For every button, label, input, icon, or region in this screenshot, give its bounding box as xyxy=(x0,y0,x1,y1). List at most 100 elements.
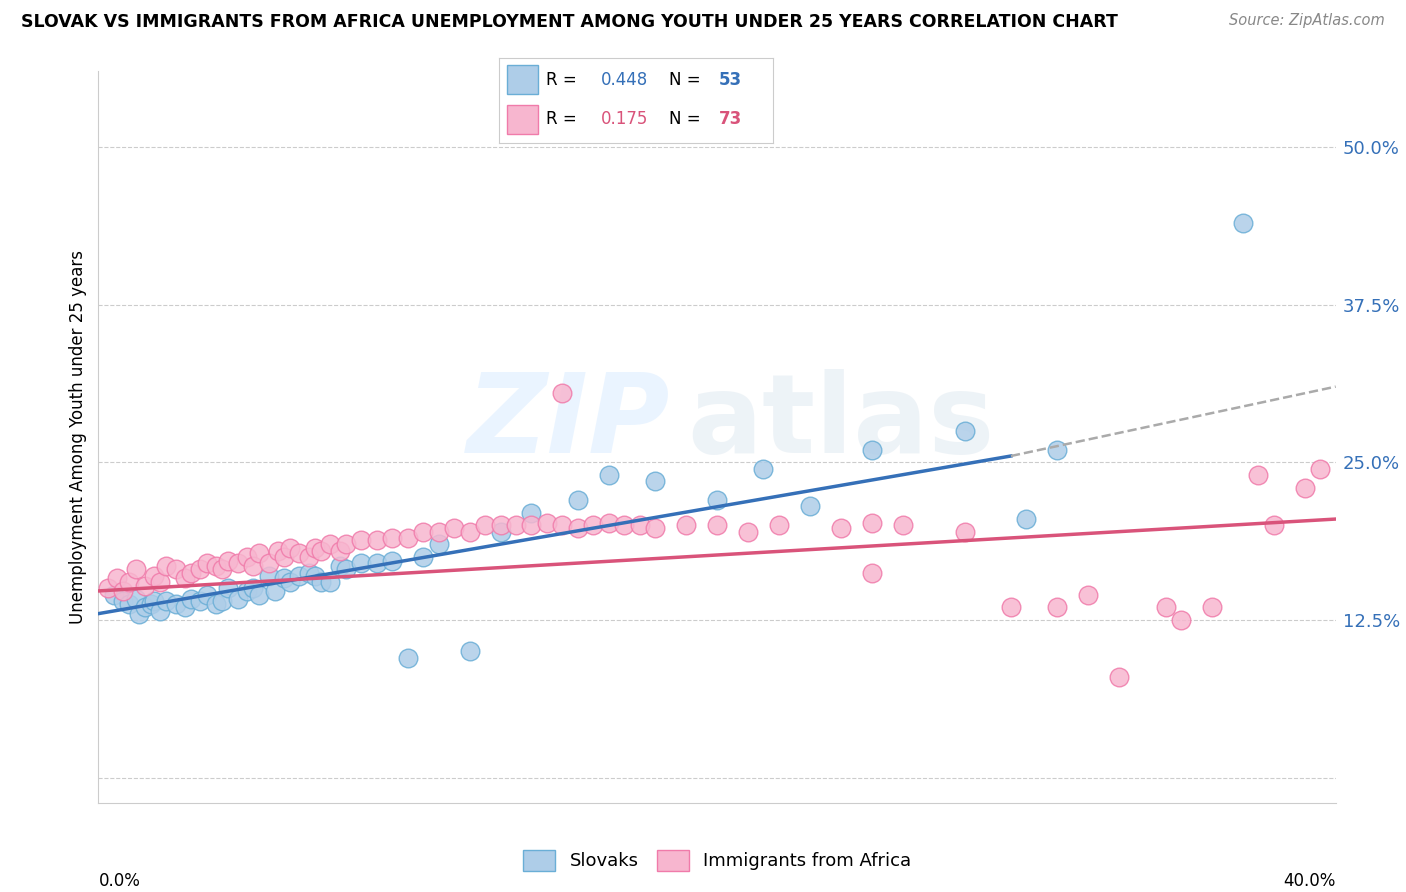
Text: R =: R = xyxy=(546,110,586,128)
Bar xyxy=(508,65,537,95)
Point xyxy=(737,524,759,539)
Point xyxy=(1000,600,1022,615)
Point xyxy=(505,518,527,533)
Point xyxy=(1294,481,1316,495)
Point xyxy=(165,597,187,611)
Point xyxy=(598,467,620,482)
Point xyxy=(155,594,177,608)
Point xyxy=(1046,600,1069,615)
Point xyxy=(242,582,264,596)
Point xyxy=(273,571,295,585)
Text: atlas: atlas xyxy=(688,369,994,476)
Point xyxy=(412,524,434,539)
Point xyxy=(257,569,280,583)
Point xyxy=(149,575,172,590)
Point xyxy=(335,562,357,576)
Point xyxy=(489,518,512,533)
Point xyxy=(366,533,388,548)
Point xyxy=(319,537,342,551)
Point xyxy=(706,493,728,508)
Point xyxy=(474,518,496,533)
Point xyxy=(1108,670,1130,684)
Point xyxy=(520,506,543,520)
Point xyxy=(134,600,156,615)
Point xyxy=(247,546,270,560)
Point xyxy=(1309,461,1331,475)
Point xyxy=(217,582,239,596)
Point xyxy=(381,554,404,568)
Point xyxy=(180,591,202,606)
Point xyxy=(350,533,373,548)
Point xyxy=(226,591,249,606)
Point xyxy=(860,516,883,530)
Point xyxy=(329,543,352,558)
Point xyxy=(953,424,976,438)
Point xyxy=(105,571,128,585)
Point xyxy=(236,583,259,598)
Point xyxy=(217,554,239,568)
Text: 40.0%: 40.0% xyxy=(1284,872,1336,890)
Point xyxy=(195,588,218,602)
Point xyxy=(236,549,259,564)
Point xyxy=(124,562,146,576)
Point xyxy=(860,442,883,457)
Point xyxy=(226,556,249,570)
Text: Source: ZipAtlas.com: Source: ZipAtlas.com xyxy=(1229,13,1385,29)
Text: 0.448: 0.448 xyxy=(600,70,648,88)
Point xyxy=(139,597,162,611)
Point xyxy=(1046,442,1069,457)
Point xyxy=(396,650,419,665)
Point xyxy=(304,569,326,583)
Point xyxy=(350,556,373,570)
Point xyxy=(752,461,775,475)
Bar xyxy=(508,104,537,134)
Point xyxy=(174,600,197,615)
Point xyxy=(103,588,125,602)
Point xyxy=(427,524,450,539)
Point xyxy=(366,556,388,570)
Text: 53: 53 xyxy=(718,70,741,88)
Point xyxy=(860,566,883,581)
Text: SLOVAK VS IMMIGRANTS FROM AFRICA UNEMPLOYMENT AMONG YOUTH UNDER 25 YEARS CORRELA: SLOVAK VS IMMIGRANTS FROM AFRICA UNEMPLO… xyxy=(21,13,1118,31)
Point xyxy=(598,516,620,530)
Point xyxy=(1154,600,1177,615)
Point xyxy=(396,531,419,545)
Point xyxy=(278,575,301,590)
Point xyxy=(267,543,290,558)
Point xyxy=(644,474,666,488)
Point xyxy=(155,558,177,573)
Point xyxy=(118,575,141,590)
Point xyxy=(165,562,187,576)
Point xyxy=(520,518,543,533)
Text: 0.175: 0.175 xyxy=(600,110,648,128)
Point xyxy=(335,537,357,551)
Point xyxy=(891,518,914,533)
Point xyxy=(190,562,212,576)
Point xyxy=(112,583,135,598)
Point xyxy=(242,558,264,573)
Point xyxy=(567,521,589,535)
Point xyxy=(458,524,481,539)
Point xyxy=(143,594,166,608)
Point xyxy=(567,493,589,508)
Point xyxy=(298,549,321,564)
Point xyxy=(195,556,218,570)
Point xyxy=(427,537,450,551)
Point xyxy=(118,597,141,611)
Text: N =: N = xyxy=(669,110,706,128)
Point xyxy=(205,558,228,573)
Point xyxy=(97,582,120,596)
Point xyxy=(830,521,852,535)
Text: 0.0%: 0.0% xyxy=(98,872,141,890)
Point xyxy=(551,518,574,533)
Point xyxy=(124,591,146,606)
Point xyxy=(273,549,295,564)
Point xyxy=(288,546,311,560)
Point xyxy=(443,521,465,535)
Point xyxy=(412,549,434,564)
Point xyxy=(1170,613,1192,627)
Point xyxy=(180,566,202,581)
Y-axis label: Unemployment Among Youth under 25 years: Unemployment Among Youth under 25 years xyxy=(69,250,87,624)
Point xyxy=(263,583,285,598)
Point xyxy=(644,521,666,535)
